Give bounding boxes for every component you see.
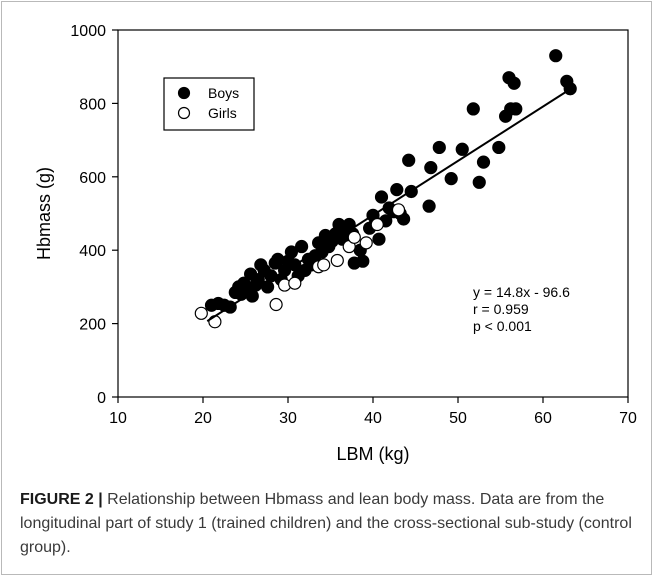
regression-line — [206, 89, 570, 322]
girls-point — [208, 315, 222, 329]
boys-point — [549, 49, 563, 63]
girls-point — [391, 203, 406, 217]
data-points — [194, 49, 577, 329]
girls-point — [359, 236, 373, 250]
scatter-chart: 10 20 30 40 50 60 70 0 200 400 600 800 1000 Boys Girl… — [34, 23, 637, 464]
girls-point — [317, 258, 331, 272]
annotation-line: p < 0.001 — [473, 318, 532, 334]
y-tick-label: 600 — [79, 170, 106, 187]
boys-point — [424, 161, 438, 175]
boys-point — [356, 254, 370, 268]
boys-point — [507, 76, 521, 90]
regression-line-group — [206, 89, 570, 322]
boys-point — [372, 232, 386, 246]
y-tick-label: 200 — [79, 317, 106, 334]
x-axis-label: LBM (kg) — [336, 444, 409, 464]
legend-marker — [177, 86, 191, 100]
y-tick-label: 800 — [79, 96, 106, 113]
x-tick-label: 30 — [279, 410, 297, 427]
y-tick-label: 400 — [79, 243, 106, 260]
boys-point — [251, 272, 265, 287]
boys-point — [455, 142, 469, 156]
boys-point — [374, 190, 389, 204]
boys-point — [476, 155, 491, 169]
girls-point — [194, 306, 208, 320]
boys-point — [284, 245, 298, 259]
boys-point — [466, 102, 480, 116]
y-tick-label: 1000 — [70, 23, 106, 40]
legend-box — [163, 77, 255, 131]
girls-point — [370, 217, 384, 232]
boys-point — [472, 175, 486, 189]
y-tick-label: 0 — [97, 390, 106, 407]
caption-label: FIGURE 2 | — [20, 491, 103, 508]
boys-point — [444, 172, 458, 186]
x-tick-label: 50 — [449, 410, 467, 427]
legend-label: Girls — [208, 105, 237, 121]
legend-marker — [177, 106, 191, 120]
boys-point — [402, 153, 416, 167]
boys-point — [492, 140, 506, 155]
girls-point — [330, 253, 344, 268]
boys-point — [432, 140, 446, 155]
boys-point — [295, 239, 309, 254]
y-axis-label: Hbmass (g) — [34, 167, 54, 260]
x-tick-label: 70 — [619, 410, 637, 427]
girls-point — [347, 230, 361, 244]
girls-point — [288, 276, 302, 290]
boys-point — [422, 199, 436, 213]
caption-text: Relationship between Hbmass and lean bod… — [20, 491, 632, 556]
legend: Boys Girls — [163, 77, 255, 131]
boys-point — [509, 102, 523, 116]
girls-point — [269, 297, 283, 312]
x-tick-label: 40 — [364, 410, 382, 427]
legend-label: Boys — [208, 85, 239, 101]
boys-point — [390, 183, 404, 197]
annotation-line: r = 0.959 — [473, 301, 529, 317]
annotation-line: y = 14.8x - 96.6 — [473, 284, 570, 300]
x-tick-label: 10 — [109, 410, 127, 427]
x-tick-label: 20 — [194, 410, 212, 427]
figure-caption: FIGURE 2 | Relationship between Hbmass a… — [20, 488, 640, 560]
x-tick-label: 60 — [534, 410, 552, 427]
axes: 10 20 30 40 50 60 70 0 200 400 600 800 1000 — [70, 23, 637, 427]
